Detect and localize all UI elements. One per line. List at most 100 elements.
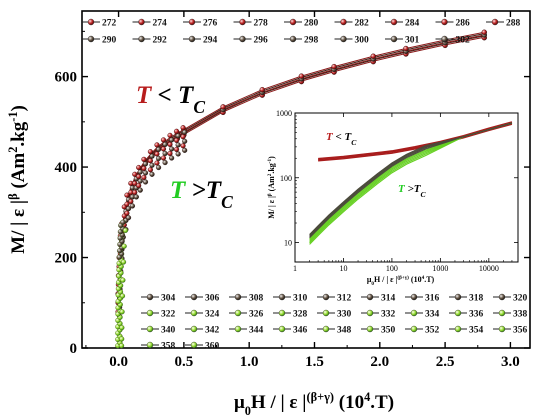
legend-marker — [188, 18, 196, 26]
data-point — [162, 159, 168, 166]
legend-label: 340 — [161, 326, 176, 336]
legend-marker — [234, 325, 242, 333]
legend-marker — [491, 18, 499, 26]
legend-marker — [366, 309, 374, 317]
data-point — [403, 45, 409, 52]
data-point — [169, 155, 175, 161]
inset-series-below-tc — [318, 123, 513, 162]
inset-annotation-above-tc: T >TC — [398, 183, 427, 199]
legend-marker — [190, 293, 198, 301]
legend-marker — [278, 325, 286, 333]
legend-label: 356 — [513, 326, 528, 336]
data-point — [137, 187, 143, 193]
main-frame — [81, 10, 531, 349]
inset-series-below-tc — [318, 121, 513, 160]
inset-series-above-tc — [309, 122, 513, 236]
data-point — [129, 203, 136, 209]
inset-series-above-tc — [309, 122, 513, 245]
data-point — [173, 146, 180, 152]
legend-marker — [441, 35, 448, 43]
data-point — [133, 194, 139, 200]
legend-marker — [278, 293, 286, 301]
inset-y-tick-label: 1000 — [276, 109, 292, 118]
legend-marker — [454, 309, 462, 317]
inset-x-tick-label: 10000 — [479, 264, 499, 273]
inset-series-above-tc — [309, 122, 513, 240]
legend-label: 280 — [304, 19, 319, 29]
legend-marker — [454, 293, 462, 301]
data-point — [331, 63, 337, 70]
legend-marker — [234, 309, 242, 317]
legend-label: 276 — [203, 19, 218, 29]
x-tick-label: 2.0 — [370, 354, 389, 370]
legend-label: 274 — [153, 19, 168, 29]
legend-label: 320 — [513, 294, 528, 304]
data-point — [132, 171, 138, 177]
legend-marker — [322, 309, 330, 317]
data-point — [147, 167, 153, 173]
data-point — [121, 243, 127, 249]
legend-label: 354 — [469, 326, 484, 336]
y-tick-label: 200 — [55, 251, 78, 267]
data-point — [149, 153, 155, 159]
data-point — [118, 343, 125, 349]
data-point — [122, 227, 129, 233]
data-point — [173, 137, 180, 143]
legend-label: 328 — [293, 310, 308, 320]
legend-label: 346 — [293, 326, 308, 336]
legend-label: 318 — [469, 294, 484, 304]
legend-label: 316 — [425, 294, 440, 304]
data-point — [120, 277, 126, 283]
legend-label: 336 — [469, 310, 484, 320]
data-point — [136, 164, 142, 171]
legend-marker — [498, 309, 506, 317]
data-point — [180, 125, 186, 131]
inset-series-above-tc — [309, 122, 513, 235]
data-point — [182, 138, 188, 144]
legend-marker — [289, 35, 297, 43]
data-point — [169, 137, 175, 143]
legend-label: 326 — [249, 310, 264, 320]
data-point — [220, 104, 226, 110]
inset-y-tick-label: 10 — [284, 239, 292, 248]
legend-marker — [87, 18, 95, 26]
data-point — [481, 29, 487, 35]
legend-marker — [239, 35, 246, 43]
main-plot: 0.0 0.5 1.0 1.5 2.0 2.5 3.0 0 200 400 600 μ0H / | ε… — [6, 10, 531, 417]
data-point — [167, 141, 173, 148]
legend-marker — [410, 325, 418, 333]
data-point — [142, 161, 149, 167]
data-point — [142, 170, 149, 176]
data-point — [182, 129, 188, 135]
data-point — [169, 146, 175, 152]
legend-label: 308 — [249, 294, 264, 304]
data-point — [155, 146, 162, 152]
legend-marker — [138, 35, 145, 43]
legend-label: 296 — [254, 36, 269, 46]
legend-marker — [498, 293, 506, 301]
legend-label: 304 — [161, 294, 176, 304]
data-point — [142, 179, 149, 185]
data-point — [180, 143, 186, 149]
legend-label: 302 — [456, 36, 471, 46]
data-point — [147, 149, 153, 155]
legend-marker — [390, 18, 398, 26]
data-point — [162, 141, 168, 148]
data-point — [136, 173, 142, 180]
legend-label: 301 — [405, 36, 420, 46]
data-point — [370, 53, 376, 59]
inset-y-axis-title: M/ | ε |β (Am2.kg-1) — [267, 156, 276, 219]
legend-marker — [234, 293, 242, 301]
legend-label: 314 — [381, 294, 396, 304]
data-point — [119, 309, 125, 315]
data-point — [154, 160, 160, 166]
legend-marker — [190, 309, 198, 317]
x-tick-label: 3.0 — [501, 354, 520, 370]
legend-label: 310 — [293, 294, 308, 304]
data-point — [162, 150, 168, 157]
legend-marker — [366, 325, 374, 333]
data-point — [160, 137, 167, 143]
legend-label: 290 — [102, 36, 117, 46]
legend-marker — [390, 35, 398, 43]
